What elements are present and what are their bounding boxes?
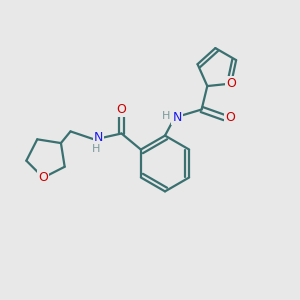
Text: O: O bbox=[38, 171, 48, 184]
Text: N: N bbox=[93, 130, 103, 144]
Text: O: O bbox=[226, 77, 236, 90]
Text: H: H bbox=[92, 144, 100, 154]
Text: O: O bbox=[225, 111, 235, 124]
Text: O: O bbox=[117, 103, 126, 116]
Text: N: N bbox=[172, 111, 182, 124]
Text: H: H bbox=[162, 111, 170, 121]
